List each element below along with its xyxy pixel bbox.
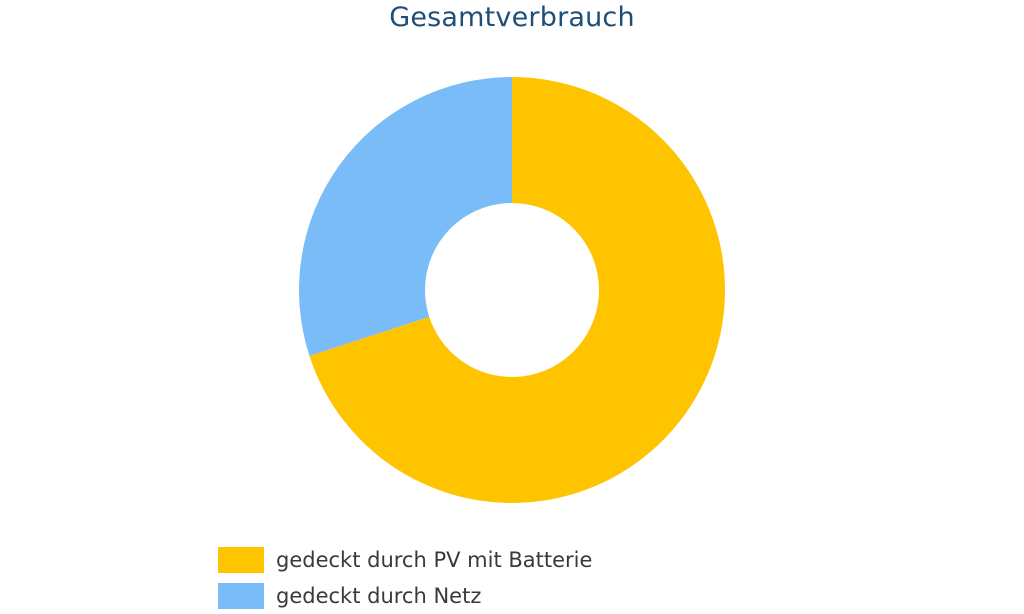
donut-slice-0: [309, 77, 725, 504]
donut-slice-1: [299, 77, 512, 356]
legend-swatch-netz: [218, 583, 264, 609]
donut-chart: [299, 77, 725, 504]
legend: gedeckt durch PV mit Batterie gedeckt du…: [218, 542, 592, 614]
legend-label-pv: gedeckt durch PV mit Batterie: [276, 548, 593, 572]
legend-swatch-pv: [218, 547, 264, 573]
legend-item-pv: gedeckt durch PV mit Batterie: [218, 542, 592, 578]
legend-label-netz: gedeckt durch Netz: [276, 584, 482, 608]
chart-title: Gesamtverbrauch: [389, 2, 635, 33]
legend-item-netz: gedeckt durch Netz: [218, 578, 592, 614]
